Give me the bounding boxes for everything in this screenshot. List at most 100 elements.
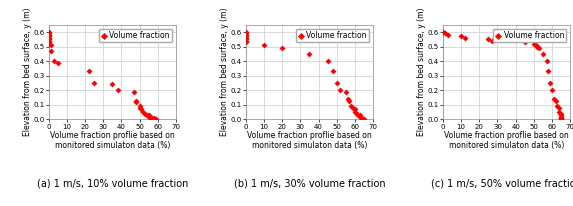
Y-axis label: Elevation from bed surface, y (m): Elevation from bed surface, y (m) [220, 8, 229, 136]
Volume fraction [46, 43, 55, 47]
X-axis label: Volume fraction proflie based on
monitored simulaton data (%): Volume fraction proflie based on monitor… [50, 131, 175, 150]
Volume fraction [488, 39, 497, 42]
Volume fraction [354, 114, 363, 117]
Volume fraction [444, 33, 453, 37]
Y-axis label: Elevation from bed surface, y (m): Elevation from bed surface, y (m) [23, 8, 32, 136]
Volume fraction [533, 45, 542, 48]
Volume fraction [129, 90, 139, 94]
Volume fraction [44, 30, 53, 34]
Volume fraction [241, 38, 250, 41]
Volume fraction [150, 116, 159, 120]
Volume fraction [131, 99, 140, 102]
Volume fraction [556, 116, 566, 120]
Volume fraction [50, 60, 59, 63]
Volume fraction [352, 112, 361, 115]
Volume fraction [542, 60, 551, 63]
Volume fraction [142, 114, 151, 117]
Volume fraction [144, 114, 153, 117]
Text: (a) 1 m/s, 10% volume fraction: (a) 1 m/s, 10% volume fraction [37, 178, 188, 188]
Volume fraction [347, 105, 356, 108]
Volume fraction [348, 106, 358, 109]
Volume fraction [135, 106, 144, 109]
Volume fraction [350, 111, 359, 114]
Y-axis label: Elevation from bed surface, y (m): Elevation from bed surface, y (m) [417, 8, 426, 136]
Volume fraction [544, 70, 553, 73]
Volume fraction [241, 41, 250, 44]
Text: (c) 1 m/s, 50% volume fraction: (c) 1 m/s, 50% volume fraction [431, 178, 573, 188]
Volume fraction [438, 30, 448, 34]
Volume fraction [547, 89, 556, 92]
Volume fraction [44, 35, 53, 38]
X-axis label: Volume fraction proflie based on
monitored simulaton data (%): Volume fraction proflie based on monitor… [247, 131, 372, 150]
Volume fraction [356, 115, 365, 118]
Volume fraction [44, 42, 53, 45]
Volume fraction [556, 118, 566, 121]
Volume fraction [113, 89, 122, 92]
Volume fraction [148, 118, 157, 121]
Volume fraction [356, 114, 365, 117]
Volume fraction [241, 36, 250, 40]
Volume fraction [484, 38, 493, 41]
Volume fraction [332, 81, 342, 85]
Volume fraction [44, 41, 53, 44]
Volume fraction [529, 42, 539, 45]
Volume fraction [241, 33, 250, 37]
Volume fraction [460, 36, 469, 40]
Volume fraction [556, 115, 566, 118]
Volume fraction [323, 60, 332, 63]
Volume fraction [139, 111, 148, 114]
Text: (b) 1 m/s, 30% volume fraction: (b) 1 m/s, 30% volume fraction [234, 178, 385, 188]
Volume fraction [545, 81, 555, 85]
Volume fraction [84, 70, 93, 73]
Volume fraction [131, 100, 140, 104]
Volume fraction [44, 36, 53, 40]
Volume fraction [538, 52, 547, 56]
Volume fraction [44, 33, 53, 37]
Volume fraction [144, 115, 153, 118]
Volume fraction [108, 83, 117, 86]
Volume fraction [137, 108, 146, 111]
Legend: Volume fraction: Volume fraction [493, 29, 566, 42]
Volume fraction [535, 46, 544, 50]
Volume fraction [343, 97, 352, 101]
Volume fraction [359, 118, 368, 121]
Volume fraction [358, 116, 367, 120]
Volume fraction [336, 89, 345, 92]
Volume fraction [44, 38, 53, 41]
Volume fraction [328, 70, 337, 73]
Volume fraction [553, 105, 562, 108]
Volume fraction [148, 116, 157, 120]
Volume fraction [358, 118, 367, 121]
Volume fraction [146, 116, 155, 120]
Volume fraction [556, 114, 566, 117]
Volume fraction [345, 99, 354, 102]
Volume fraction [520, 41, 529, 44]
Volume fraction [53, 61, 62, 64]
Volume fraction [531, 43, 540, 47]
Volume fraction [241, 35, 250, 38]
Volume fraction [46, 49, 55, 53]
Legend: Volume fraction: Volume fraction [99, 29, 172, 42]
Volume fraction [341, 90, 350, 94]
Volume fraction [89, 81, 99, 85]
Volume fraction [241, 39, 250, 42]
Volume fraction [556, 112, 566, 115]
Volume fraction [549, 97, 558, 101]
Volume fraction [135, 105, 144, 108]
Volume fraction [44, 32, 53, 35]
Volume fraction [260, 43, 269, 47]
Volume fraction [151, 118, 160, 121]
Volume fraction [350, 108, 359, 111]
Volume fraction [556, 116, 566, 120]
Volume fraction [241, 30, 250, 34]
X-axis label: Volume fraction proflie based on
monitored simulaton data (%): Volume fraction proflie based on monitor… [444, 131, 569, 150]
Volume fraction [457, 35, 466, 38]
Volume fraction [555, 106, 564, 109]
Volume fraction [440, 32, 449, 35]
Volume fraction [305, 52, 314, 56]
Volume fraction [555, 111, 564, 114]
Volume fraction [241, 32, 250, 35]
Volume fraction [44, 39, 53, 42]
Volume fraction [551, 99, 560, 102]
Volume fraction [140, 112, 150, 115]
